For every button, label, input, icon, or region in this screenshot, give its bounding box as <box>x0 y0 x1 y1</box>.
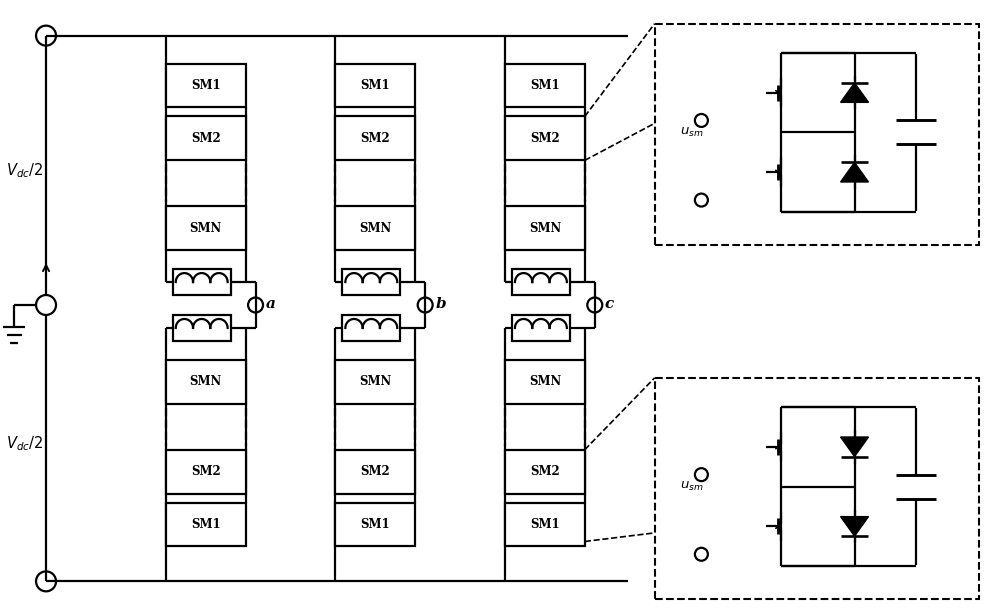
Text: $u_{sm}$: $u_{sm}$ <box>680 480 704 493</box>
Polygon shape <box>841 162 868 182</box>
Text: SM2: SM2 <box>530 132 560 145</box>
FancyBboxPatch shape <box>335 450 415 493</box>
FancyBboxPatch shape <box>505 206 585 250</box>
Text: SM1: SM1 <box>530 79 560 92</box>
FancyBboxPatch shape <box>505 63 585 107</box>
Text: SM2: SM2 <box>360 132 390 145</box>
FancyBboxPatch shape <box>335 117 415 160</box>
Text: $u_{sm}$: $u_{sm}$ <box>680 126 704 139</box>
FancyBboxPatch shape <box>166 117 246 160</box>
Polygon shape <box>841 517 868 536</box>
Text: SMN: SMN <box>190 375 222 389</box>
FancyBboxPatch shape <box>505 360 585 404</box>
FancyBboxPatch shape <box>166 206 246 250</box>
Polygon shape <box>841 83 868 102</box>
FancyBboxPatch shape <box>173 269 231 295</box>
FancyBboxPatch shape <box>342 269 400 295</box>
Polygon shape <box>841 437 868 456</box>
FancyBboxPatch shape <box>335 360 415 404</box>
Text: c: c <box>605 297 614 311</box>
FancyBboxPatch shape <box>166 503 246 547</box>
Text: SMN: SMN <box>359 375 391 389</box>
FancyBboxPatch shape <box>335 63 415 107</box>
FancyBboxPatch shape <box>342 315 400 341</box>
Text: SM2: SM2 <box>530 465 560 478</box>
FancyBboxPatch shape <box>505 117 585 160</box>
Text: SM1: SM1 <box>530 518 560 531</box>
FancyBboxPatch shape <box>335 206 415 250</box>
Text: SMN: SMN <box>529 221 561 235</box>
FancyBboxPatch shape <box>335 503 415 547</box>
FancyBboxPatch shape <box>166 360 246 404</box>
Text: $V_{dc}/2$: $V_{dc}/2$ <box>6 161 43 180</box>
FancyBboxPatch shape <box>166 450 246 493</box>
FancyBboxPatch shape <box>173 315 231 341</box>
FancyBboxPatch shape <box>505 450 585 493</box>
Text: SMN: SMN <box>529 375 561 389</box>
Text: $V_{dc}/2$: $V_{dc}/2$ <box>6 434 43 453</box>
FancyBboxPatch shape <box>512 315 570 341</box>
Text: a: a <box>266 297 275 311</box>
Text: SM1: SM1 <box>191 518 220 531</box>
FancyBboxPatch shape <box>655 24 979 245</box>
Text: SMN: SMN <box>190 221 222 235</box>
FancyBboxPatch shape <box>505 503 585 547</box>
Text: SM1: SM1 <box>360 518 390 531</box>
Text: SM2: SM2 <box>191 465 221 478</box>
Text: b: b <box>435 297 446 311</box>
Text: SM2: SM2 <box>360 465 390 478</box>
FancyBboxPatch shape <box>166 63 246 107</box>
Text: SM1: SM1 <box>360 79 390 92</box>
Text: SM2: SM2 <box>191 132 221 145</box>
FancyBboxPatch shape <box>655 378 979 600</box>
Text: SMN: SMN <box>359 221 391 235</box>
FancyBboxPatch shape <box>512 269 570 295</box>
Text: SM1: SM1 <box>191 79 220 92</box>
